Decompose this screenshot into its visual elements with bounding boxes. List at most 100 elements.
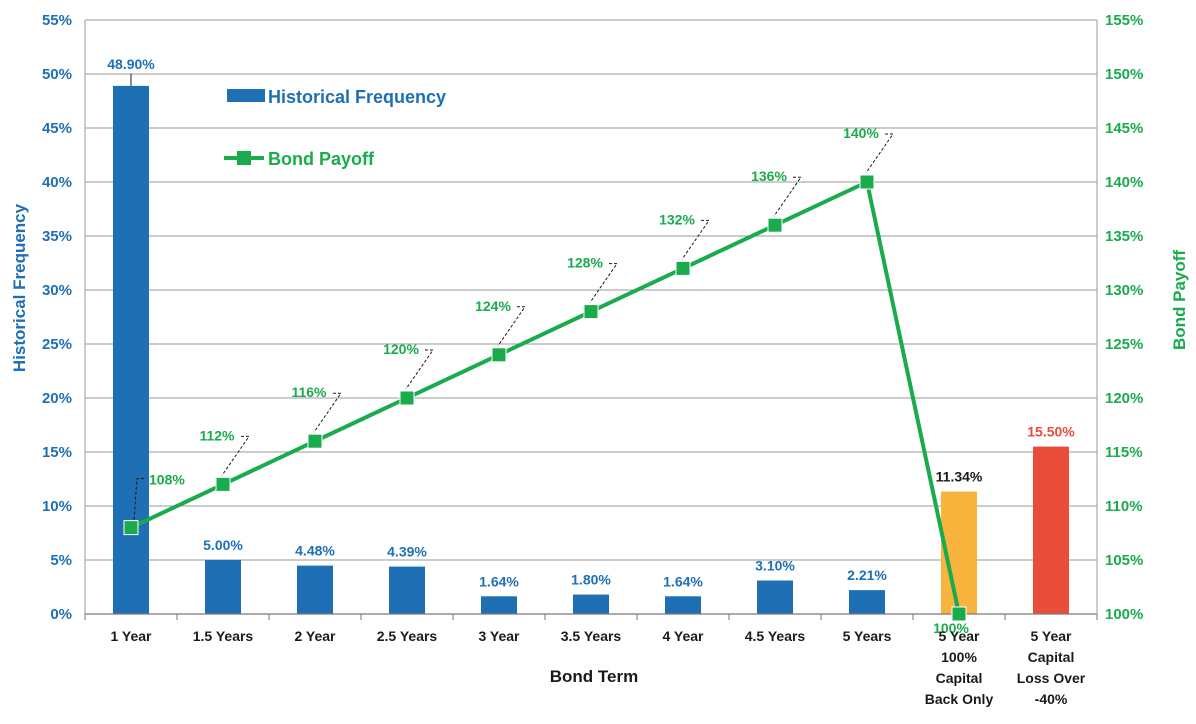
bar: [389, 566, 425, 614]
y-tick-label: 35%: [42, 228, 72, 245]
y2-tick-label: 110%: [1105, 498, 1143, 515]
y2-tick-label: 115%: [1105, 444, 1143, 461]
x-tick-label: 2 Year: [294, 628, 336, 644]
bar-data-label: 4.39%: [387, 544, 427, 560]
tick-labels: 0% 5% 10% 15% 20% 25% 30% 35% 40% 45% 50% 55% 100% 10…: [42, 12, 1143, 707]
x-tick-label: 4 Year: [662, 628, 704, 644]
line-marker: [675, 260, 691, 276]
payoff-line: [130, 180, 961, 615]
y2-tick-label: 100%: [1105, 606, 1143, 623]
line-label-leader: [497, 306, 526, 347]
y2-tick-label: 135%: [1105, 228, 1143, 245]
x-tick-label: 5 Years: [843, 628, 892, 644]
bar: [297, 565, 333, 614]
line-marker: [583, 304, 599, 320]
x-axis-title: Bond Term: [550, 667, 638, 686]
y-axis-title: Historical Frequency: [10, 203, 29, 372]
y2-tick-label: 155%: [1105, 12, 1143, 29]
line-label-leader: [313, 392, 342, 433]
bar: [205, 560, 241, 614]
bar: [849, 590, 885, 614]
y2-tick-label: 125%: [1105, 336, 1143, 353]
y-tick-label: 10%: [42, 498, 72, 515]
y-tick-label: 0%: [50, 606, 72, 623]
bar: [573, 594, 609, 614]
y2-tick-label: 105%: [1105, 552, 1143, 569]
line-data-label: 100%: [933, 620, 969, 636]
line-label-leader: [221, 435, 250, 476]
y2-tick-label: 145%: [1105, 120, 1143, 137]
x-tick-label: 3.5 Years: [561, 628, 622, 644]
x-tick-label: 2.5 Years: [377, 628, 438, 644]
line-label-leader: [589, 263, 618, 303]
x-tick-label: 5 Year 100% Capital Back Only: [925, 628, 994, 707]
line-marker: [215, 476, 231, 492]
y2-tick-label: 140%: [1105, 174, 1143, 191]
y-tick-label: 15%: [42, 444, 72, 461]
x-tick-label: 3 Year: [478, 628, 520, 644]
y2-axis-title: Bond Payoff: [1170, 250, 1189, 350]
line-data-label: 140%: [843, 125, 879, 141]
line-data-label: 120%: [383, 341, 419, 357]
bar: [481, 596, 517, 614]
line-data-label: 108%: [149, 472, 185, 488]
y2-tick-label: 120%: [1105, 390, 1143, 407]
line-data-label: 128%: [567, 255, 603, 271]
axes: [84, 20, 1098, 620]
bar: [757, 580, 793, 614]
line-marker: [491, 347, 507, 363]
line-label-leader: [865, 133, 894, 174]
line-label-leader: [133, 478, 146, 520]
bar-data-label: 2.21%: [847, 567, 887, 583]
y-tick-label: 50%: [42, 66, 72, 83]
bar: [1033, 446, 1069, 614]
y2-tick-label: 130%: [1105, 282, 1143, 299]
x-tick-label: 4.5 Years: [745, 628, 806, 644]
bar-data-label: 4.48%: [295, 543, 335, 559]
x-tick-label: 1.5 Years: [193, 628, 254, 644]
line-data-label: 132%: [659, 211, 695, 227]
bar-data-label: 1.64%: [663, 573, 703, 589]
line-data-label: 124%: [475, 298, 511, 314]
line-data-label: 136%: [751, 168, 787, 184]
axis-titles: Bond Term Historical Frequency Bond Payo…: [10, 203, 1189, 686]
y-tick-label: 55%: [42, 12, 72, 29]
line-marker: [951, 606, 967, 622]
bar-data-label: 3.10%: [755, 558, 795, 574]
line-marker: [123, 520, 139, 536]
line-marker: [859, 174, 875, 190]
bar-series: [113, 85, 1069, 614]
bar-data-label: 15.50%: [1027, 424, 1075, 440]
legend-bar-swatch: [227, 89, 265, 102]
grid-lines: [85, 19, 1097, 561]
line-series: [123, 174, 967, 622]
legend-bar-label: Historical Frequency: [268, 87, 446, 107]
y2-tick-label: 150%: [1105, 66, 1143, 83]
bar-data-label: 1.80%: [571, 572, 611, 588]
bar-data-label: 1.64%: [479, 573, 519, 589]
legend-line-marker: [237, 151, 251, 165]
line-label-leader: [773, 176, 802, 217]
line-marker: [399, 390, 415, 406]
legend: Historical Frequency Bond Payoff: [224, 87, 446, 169]
y-tick-label: 45%: [42, 120, 72, 137]
bar-data-label: 11.34%: [936, 469, 983, 485]
line-label-leader: [405, 349, 434, 390]
y-tick-label: 5%: [50, 552, 72, 569]
line-data-label: 116%: [291, 384, 327, 400]
x-tick-label: 5 Year Capital Loss Over -40%: [1017, 628, 1086, 707]
y-tick-label: 20%: [42, 390, 72, 407]
y-tick-label: 25%: [42, 336, 72, 353]
legend-line-label: Bond Payoff: [268, 149, 375, 169]
bar-data-label: 5.00%: [203, 537, 243, 553]
bar: [665, 596, 701, 614]
y-tick-label: 40%: [42, 174, 72, 191]
y-tick-label: 30%: [42, 282, 72, 299]
x-tick-label: 1 Year: [110, 628, 152, 644]
data-labels: 48.90% 5.00% 4.48% 4.39% 1.64% 1.80% 1.64% 3.10…: [107, 56, 1075, 636]
line-label-leader: [681, 219, 710, 260]
line-data-label: 112%: [199, 427, 235, 443]
line-marker: [307, 433, 323, 449]
